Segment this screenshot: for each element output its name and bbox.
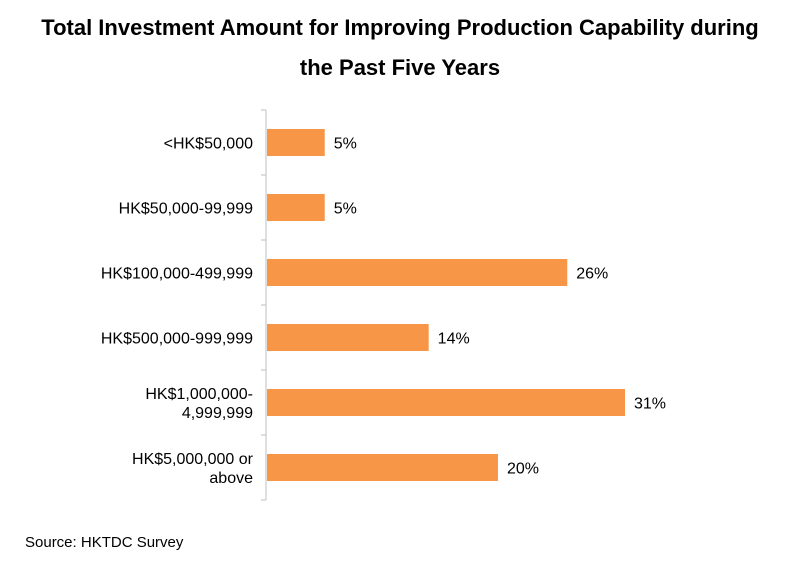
chart-title: Total Investment Amount for Improving Pr… [0,8,800,88]
bar [267,129,325,156]
category-label: HK$1,000,000- 4,999,999 [145,386,253,422]
category-label: HK$5,000,000 or above [132,451,254,487]
value-label: 5% [334,201,357,218]
chart-title-line-2: the Past Five Years [299,55,501,80]
category-label: HK$100,000-499,999 [101,266,253,283]
category-label: HK$50,000-99,999 [119,201,253,218]
bar [267,324,429,351]
category-label-line: HK$100,000-499,999 [101,266,253,283]
category-label-line: HK$500,000-999,999 [101,331,253,348]
bars-layer: 5% <HK$50,000 5% HK$50,000-99,999 26% HK$100,… [101,109,666,501]
category-label: <HK$50,000 [164,136,254,153]
bar [267,259,568,286]
category-label: HK$500,000-999,999 [101,331,253,348]
category-label-line: <HK$50,000 [164,136,254,153]
category-label-line: 4,999,999 [182,405,253,422]
source-note: Source: HKTDC Survey [25,534,184,551]
value-label: 5% [334,136,357,153]
value-label: 31% [634,396,666,413]
bar [267,194,325,221]
chart-title-line-1: Total Investment Amount for Improving Pr… [41,15,759,40]
category-label-line: HK$5,000,000 or [132,451,254,468]
value-label: 14% [438,331,470,348]
value-label: 20% [507,461,539,478]
value-label: 26% [576,266,608,283]
bar [267,389,625,416]
category-label-line: HK$50,000-99,999 [119,201,253,218]
category-label-line: HK$1,000,000- [145,386,253,403]
category-label-line: above [209,470,253,487]
bar [267,454,498,481]
